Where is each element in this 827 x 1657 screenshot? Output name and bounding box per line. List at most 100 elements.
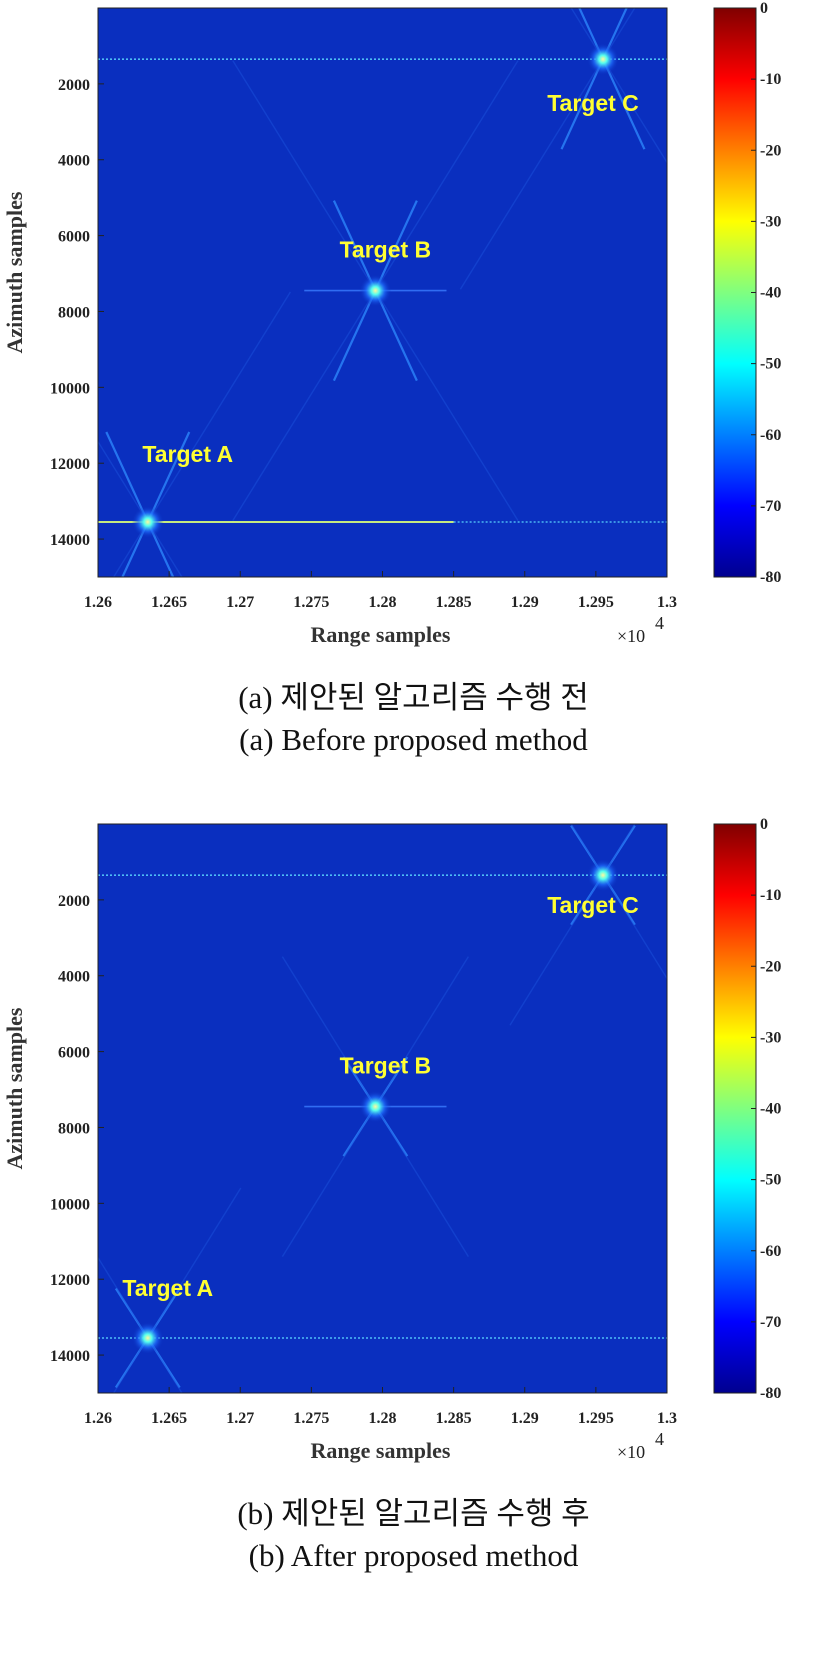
target-label: Target B (340, 237, 432, 263)
colorbar-tick-label: -50 (760, 356, 781, 373)
y-tick-label: 10000 (50, 380, 90, 397)
azimuth-sidelobe (232, 290, 376, 521)
colorbar-tick-label: 0 (760, 0, 768, 17)
colorbar-tick-label: -40 (760, 285, 781, 302)
colorbar (713, 823, 757, 1394)
y-tick-label: 8000 (58, 304, 90, 321)
azimuth-sidelobe (147, 521, 183, 577)
target-response-peak (586, 859, 619, 892)
azimuth-sidelobe (374, 60, 519, 291)
azimuth-sidelobe (374, 1106, 469, 1257)
azimuth-sidelobe (374, 956, 469, 1107)
colorbar (713, 7, 757, 578)
azimuth-sidelobe (509, 874, 604, 1026)
x-axis-multiplier-exponent: 4 (655, 1429, 664, 1449)
azimuth-sidelobe (98, 440, 149, 523)
target-response-peak (586, 43, 619, 76)
azimuth-sidelobe (332, 200, 377, 292)
target-response-peak (131, 505, 164, 538)
target-label: Target B (340, 1053, 432, 1079)
colorbar-tick-label: -30 (760, 213, 781, 230)
azimuth-sidelobe (570, 824, 604, 876)
azimuth-sidelobe (121, 521, 149, 577)
x-tick-label: 1.28 (369, 594, 397, 611)
azimuth-sidelobe (570, 8, 604, 60)
azimuth-sidelobe (374, 290, 519, 521)
x-axis-multiplier: ×10 (617, 626, 645, 646)
y-tick-label: 2000 (58, 893, 90, 910)
x-tick-label: 1.265 (151, 594, 187, 611)
sar-image-before: Target A Target B Target C 1.26 1.265 1.27 1.2… (2, 0, 781, 647)
colorbar-tick-label: -50 (760, 1172, 781, 1189)
colorbar-tick-label: -70 (760, 1314, 781, 1331)
y-tick-label: 2000 (58, 77, 90, 94)
x-tick-label: 1.26 (84, 1410, 112, 1427)
x-axis-multiplier-exponent: 4 (655, 613, 664, 633)
colorbar-tick-label: -60 (760, 427, 781, 444)
y-tick-label: 12000 (50, 456, 90, 473)
colorbar-tick-label: -70 (760, 498, 781, 515)
x-axis-multiplier: ×10 (617, 1442, 645, 1462)
x-tick-label: 1.27 (226, 1410, 254, 1427)
target-label: Target A (142, 441, 233, 467)
colorbar-tick-label: -10 (760, 71, 781, 88)
y-tick-label: 4000 (58, 153, 90, 170)
azimuth-sidelobe (147, 291, 291, 523)
azimuth-sidelobe (112, 1337, 149, 1393)
azimuth-sidelobe (602, 8, 636, 60)
x-tick-label: 1.3 (657, 594, 677, 611)
panel-b: Target A Target B Target C 1.26 1.265 1.27 1.2… (0, 816, 827, 1644)
colorbar-tick-label: -30 (760, 1029, 781, 1046)
caption-korean: (b) 제안된 알고리즘 수행 후 (237, 1496, 590, 1531)
y-tick-label: 6000 (58, 1045, 90, 1062)
target-label: Target C (547, 892, 639, 918)
azimuth-sidelobe (602, 58, 667, 164)
azimuth-sidelobe (146, 431, 191, 523)
azimuth-sidelobe (602, 824, 636, 876)
azimuth-sidelobe (105, 431, 149, 523)
y-tick-label: 12000 (50, 1272, 90, 1289)
target-label: Target C (547, 90, 639, 116)
azimuth-sidelobe (374, 200, 418, 292)
colorbar-tick-label: -60 (760, 1243, 781, 1260)
azimuth-sidelobe (374, 290, 418, 382)
x-tick-label: 1.265 (151, 1410, 187, 1427)
azimuth-sidelobe (332, 290, 377, 382)
azimuth-sidelobe (112, 521, 149, 577)
azimuth-sidelobe (281, 956, 376, 1107)
x-tick-label: 1.285 (436, 1410, 472, 1427)
colorbar-tick-label: -20 (760, 142, 781, 159)
sar-image-after: Target A Target B Target C 1.26 1.265 1.27 1.2… (2, 816, 781, 1463)
target-response-peak (359, 274, 392, 307)
azimuth-sidelobe (601, 8, 628, 60)
image-layer (98, 824, 667, 1393)
y-axis-label: Azimuth samples (2, 1007, 27, 1169)
x-tick-label: 1.275 (293, 594, 329, 611)
caption-english: (b) After proposed method (248, 1538, 579, 1573)
x-tick-label: 1.26 (84, 594, 112, 611)
x-tick-label: 1.285 (436, 594, 472, 611)
colorbar-tick-label: 0 (760, 816, 768, 833)
x-tick-label: 1.295 (578, 1410, 614, 1427)
x-tick-label: 1.28 (369, 1410, 397, 1427)
x-axis-label: Range samples (311, 622, 451, 647)
caption-korean: (a) 제안된 알고리즘 수행 전 (238, 680, 589, 715)
y-tick-label: 6000 (58, 229, 90, 246)
azimuth-sidelobe (578, 8, 604, 60)
target-label: Target A (122, 1275, 213, 1301)
y-tick-label: 4000 (58, 969, 90, 986)
panel-a: Target A Target B Target C 1.26 1.265 1.27 1.2… (0, 0, 827, 828)
image-layer (98, 8, 667, 577)
x-axis-label: Range samples (311, 1438, 451, 1463)
azimuth-sidelobe (98, 1256, 149, 1339)
x-tick-label: 1.3 (657, 1410, 677, 1427)
colorbar-tick-label: -20 (760, 958, 781, 975)
colorbar-tick-label: -80 (760, 569, 781, 586)
x-tick-label: 1.27 (226, 594, 254, 611)
azimuth-sidelobe (281, 1106, 376, 1257)
target-response-peak (359, 1090, 392, 1123)
azimuth-sidelobe (560, 58, 604, 150)
colorbar-tick-label: -40 (760, 1101, 781, 1118)
azimuth-sidelobe (146, 521, 175, 577)
x-tick-label: 1.29 (511, 1410, 539, 1427)
